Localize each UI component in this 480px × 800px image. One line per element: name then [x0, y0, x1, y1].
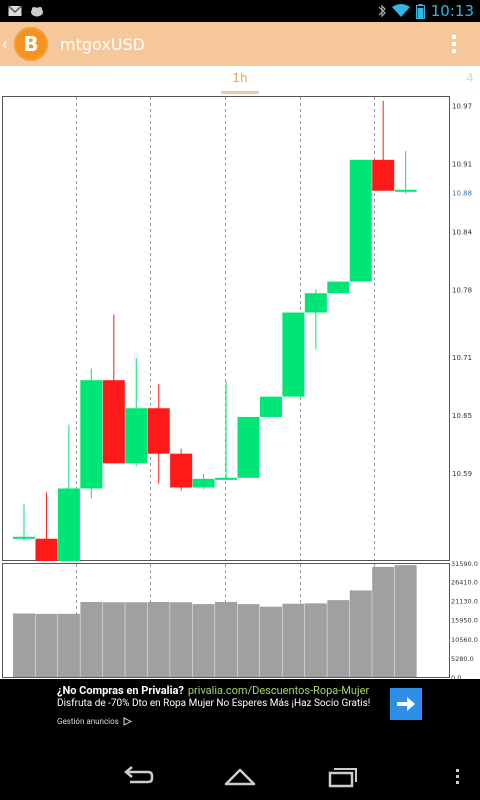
notification-icon — [31, 7, 43, 17]
candle-body[interactable] — [372, 159, 395, 191]
bitcoin-logo-icon[interactable]: B — [14, 27, 48, 61]
ad-title[interactable]: ¿No Compras en Privalia? — [57, 684, 184, 697]
bluetooth-icon — [378, 4, 386, 18]
candle-body[interactable] — [102, 380, 125, 464]
volume-bar — [13, 613, 35, 677]
candle-body[interactable] — [125, 408, 148, 464]
ad-manage-label[interactable]: Gestión anuncios — [57, 717, 119, 726]
price-tick-label: 10.71 — [452, 354, 472, 362]
volume-bar — [102, 602, 125, 677]
volume-bar — [57, 613, 80, 677]
price-tick-label: 10.97 — [452, 103, 472, 111]
ad-arrow-button[interactable] — [390, 688, 422, 720]
candle-body[interactable] — [192, 478, 215, 488]
ad-title-line[interactable]: ¿No Compras en Privalia? privalia.com/Des… — [57, 684, 369, 697]
price-tick-label: 10.78 — [452, 286, 472, 294]
recent-apps-icon[interactable] — [322, 764, 362, 788]
menu-dots-icon[interactable] — [454, 768, 462, 786]
volume-bar — [215, 601, 238, 677]
candle-body[interactable] — [349, 159, 372, 282]
status-bar: 10:13 — [0, 0, 480, 22]
candle-body[interactable] — [259, 396, 282, 417]
chart-area: 10.97 10.91 10.88 10.84 10.78 10.71 10.65 10.59… — [0, 94, 480, 682]
candle-body[interactable] — [394, 189, 417, 192]
overflow-menu-icon[interactable] — [442, 32, 466, 56]
volume-tick-label: 26410.0 — [451, 579, 478, 587]
volume-bar — [304, 603, 327, 677]
home-icon[interactable] — [220, 764, 260, 788]
price-tick-label: 10.65 — [452, 412, 472, 420]
volume-tick-label: 5280.0 — [451, 655, 474, 663]
price-tick-label: 10.59 — [452, 470, 472, 478]
volume-bar — [35, 613, 58, 677]
candle-body[interactable] — [304, 293, 327, 313]
volume-bar — [327, 600, 350, 677]
candle-body[interactable] — [57, 488, 80, 561]
tab-next[interactable]: 4 — [466, 71, 474, 85]
candle-body[interactable] — [147, 408, 170, 454]
volume-bar — [147, 601, 170, 677]
volume-bar — [125, 602, 148, 677]
navigation-bar — [0, 752, 480, 800]
volume-bar — [237, 604, 260, 677]
volume-tick-label: 31590.0 — [451, 560, 478, 568]
volume-tick-label: 15950.0 — [451, 616, 478, 624]
volume-bar — [192, 604, 215, 677]
timeframe-tabs: 1h 4 — [0, 66, 480, 94]
volume-bar — [349, 590, 372, 677]
ad-banner[interactable]: ¿No Compras en Privalia? privalia.com/Des… — [0, 679, 480, 752]
candle-body[interactable] — [170, 453, 193, 488]
candle-body[interactable] — [80, 380, 103, 489]
ad-manage[interactable]: Gestión anuncios — [57, 717, 132, 726]
candle-body[interactable] — [237, 416, 260, 478]
page-title[interactable]: mtgoxUSD — [60, 34, 145, 54]
battery-icon — [415, 3, 425, 19]
volume-tick-label: 0.0 — [451, 674, 461, 679]
candle-body[interactable] — [35, 538, 58, 561]
up-navigation-icon[interactable]: ‹ — [2, 33, 8, 55]
wifi-icon — [391, 4, 410, 17]
action-bar: ‹ B mtgoxUSD — [0, 22, 480, 66]
candle-body[interactable] — [215, 477, 238, 480]
tab-1h[interactable]: 1h — [221, 66, 259, 94]
volume-bar — [170, 602, 193, 677]
price-tick-label: 10.84 — [452, 228, 473, 236]
volume-bar — [282, 603, 305, 677]
price-tick-label: 10.91 — [452, 161, 472, 169]
arrow-right-icon — [397, 697, 415, 711]
volume-tick-label: 10560.0 — [451, 636, 478, 644]
candle-body[interactable] — [282, 312, 305, 397]
gmail-icon — [8, 5, 22, 16]
clock: 10:13 — [430, 2, 474, 20]
ad-url[interactable]: privalia.com/Descuentos-Ropa-Mujer — [187, 684, 370, 697]
candle-body[interactable] — [327, 281, 350, 294]
volume-bar — [80, 601, 103, 677]
ad-description: Disfruta de -70% Dto en Ropa Mujer No Es… — [57, 698, 371, 709]
candle-body[interactable] — [13, 536, 35, 539]
current-price-label: 10.88 — [452, 190, 472, 198]
volume-tick-label: 21130.0 — [451, 598, 478, 606]
ad-choices-icon[interactable] — [123, 717, 132, 726]
volume-bar — [259, 606, 282, 677]
price-chart[interactable]: 10.97 10.91 10.88 10.84 10.78 10.71 10.65 10.59… — [0, 94, 480, 682]
volume-bar — [372, 566, 395, 677]
volume-bar — [394, 565, 417, 677]
back-icon[interactable] — [118, 764, 158, 788]
